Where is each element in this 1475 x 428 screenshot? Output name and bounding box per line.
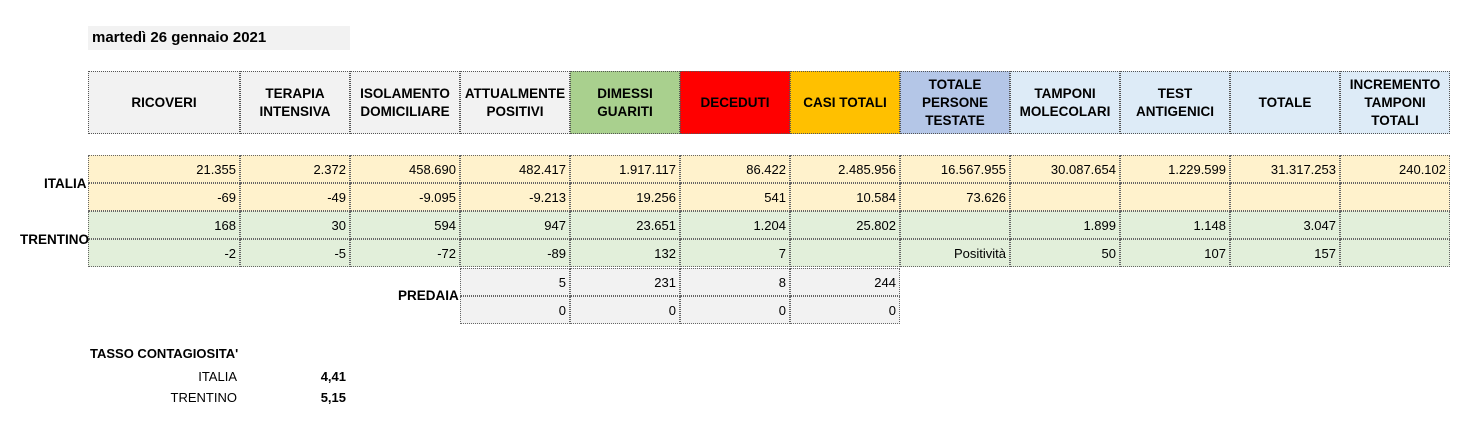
header-cell[interactable]: DECEDUTI [680, 71, 790, 134]
header-cell[interactable]: ISOLAMENTO DOMICILIARE [350, 71, 460, 134]
italia-cell[interactable]: 21.355 [88, 155, 240, 183]
italia-cell[interactable]: 240.102 [1340, 155, 1450, 183]
tasso-label-trentino: TRENTINO [170, 390, 237, 405]
tasso-title: TASSO CONTAGIOSITA' [90, 346, 239, 361]
italia-delta-cell[interactable]: -9.213 [460, 183, 570, 211]
trentino-delta-cell[interactable]: 107 [1120, 239, 1230, 267]
trentino-cell[interactable]: 30 [240, 211, 350, 239]
italia-cell[interactable]: 30.087.654 [1010, 155, 1120, 183]
trentino-delta-cell[interactable]: 50 [1010, 239, 1120, 267]
predaia-delta-cell[interactable]: 0 [570, 296, 680, 324]
italia-delta-cell[interactable]: 73.626 [900, 183, 1010, 211]
row-label-predaia: PREDAIA [398, 288, 459, 303]
trentino-delta-cell[interactable]: -2 [88, 239, 240, 267]
italia-cell[interactable]: 86.422 [680, 155, 790, 183]
trentino-delta-cell[interactable]: 132 [570, 239, 680, 267]
trentino-cell[interactable] [900, 211, 1010, 239]
italia-cell[interactable]: 16.567.955 [900, 155, 1010, 183]
italia-delta-cell[interactable] [1120, 183, 1230, 211]
predaia-cell[interactable]: 244 [790, 268, 900, 296]
italia-cell[interactable]: 2.485.956 [790, 155, 900, 183]
trentino-delta-cell[interactable]: Positività [900, 239, 1010, 267]
trentino-delta-cell[interactable] [1340, 239, 1450, 267]
header-cell[interactable]: DIMESSI GUARITI [570, 71, 680, 134]
header-cell[interactable]: TOTALE PERSONE TESTATE [900, 71, 1010, 134]
italia-delta-cell[interactable] [1230, 183, 1340, 211]
date-cell[interactable]: martedì 26 gennaio 2021 [88, 26, 350, 50]
header-cell[interactable]: ATTUALMENTE POSITIVI [460, 71, 570, 134]
italia-delta-cell[interactable]: -69 [88, 183, 240, 211]
trentino-delta-cell[interactable]: -5 [240, 239, 350, 267]
italia-delta-cell[interactable]: 19.256 [570, 183, 680, 211]
italia-cell[interactable]: 458.690 [350, 155, 460, 183]
italia-delta-cell[interactable]: -9.095 [350, 183, 460, 211]
predaia-delta-cell[interactable]: 0 [460, 296, 570, 324]
italia-delta-cell[interactable] [1010, 183, 1120, 211]
predaia-delta-cell[interactable]: 0 [680, 296, 790, 324]
header-cell[interactable]: TERAPIA INTENSIVA [240, 71, 350, 134]
trentino-delta-cell[interactable]: -89 [460, 239, 570, 267]
tasso-label-italia: ITALIA [198, 369, 237, 384]
header-cell[interactable]: CASI TOTALI [790, 71, 900, 134]
header-cell[interactable]: TAMPONI MOLECOLARI [1010, 71, 1120, 134]
row-label-italia: ITALIA [44, 176, 87, 191]
trentino-cell[interactable]: 1.148 [1120, 211, 1230, 239]
italia-delta-cell[interactable]: 541 [680, 183, 790, 211]
tasso-value-italia: 4,41 [320, 369, 346, 384]
trentino-cell[interactable]: 3.047 [1230, 211, 1340, 239]
italia-cell[interactable]: 1.917.117 [570, 155, 680, 183]
trentino-delta-cell[interactable] [790, 239, 900, 267]
trentino-cell[interactable]: 594 [350, 211, 460, 239]
trentino-cell[interactable]: 168 [88, 211, 240, 239]
trentino-delta-cell[interactable]: 157 [1230, 239, 1340, 267]
predaia-cell[interactable]: 8 [680, 268, 790, 296]
trentino-cell[interactable]: 23.651 [570, 211, 680, 239]
italia-delta-cell[interactable]: -49 [240, 183, 350, 211]
italia-delta-cell[interactable] [1340, 183, 1450, 211]
header-cell[interactable]: RICOVERI [88, 71, 240, 134]
trentino-cell[interactable]: 25.802 [790, 211, 900, 239]
trentino-delta-cell[interactable]: 7 [680, 239, 790, 267]
predaia-cell[interactable]: 231 [570, 268, 680, 296]
trentino-cell[interactable]: 1.899 [1010, 211, 1120, 239]
italia-cell[interactable]: 31.317.253 [1230, 155, 1340, 183]
row-label-trentino: TRENTINO [20, 232, 89, 247]
italia-cell[interactable]: 482.417 [460, 155, 570, 183]
italia-cell[interactable]: 2.372 [240, 155, 350, 183]
italia-cell[interactable]: 1.229.599 [1120, 155, 1230, 183]
italia-delta-cell[interactable]: 10.584 [790, 183, 900, 211]
trentino-cell[interactable]: 947 [460, 211, 570, 239]
trentino-cell[interactable] [1340, 211, 1450, 239]
trentino-cell[interactable]: 1.204 [680, 211, 790, 239]
predaia-delta-cell[interactable]: 0 [790, 296, 900, 324]
header-cell[interactable]: TOTALE [1230, 71, 1340, 134]
header-cell[interactable]: INCREMENTO TAMPONI TOTALI [1340, 71, 1450, 134]
trentino-delta-cell[interactable]: -72 [350, 239, 460, 267]
header-cell[interactable]: TEST ANTIGENICI [1120, 71, 1230, 134]
predaia-cell[interactable]: 5 [460, 268, 570, 296]
tasso-value-trentino: 5,15 [320, 390, 346, 405]
